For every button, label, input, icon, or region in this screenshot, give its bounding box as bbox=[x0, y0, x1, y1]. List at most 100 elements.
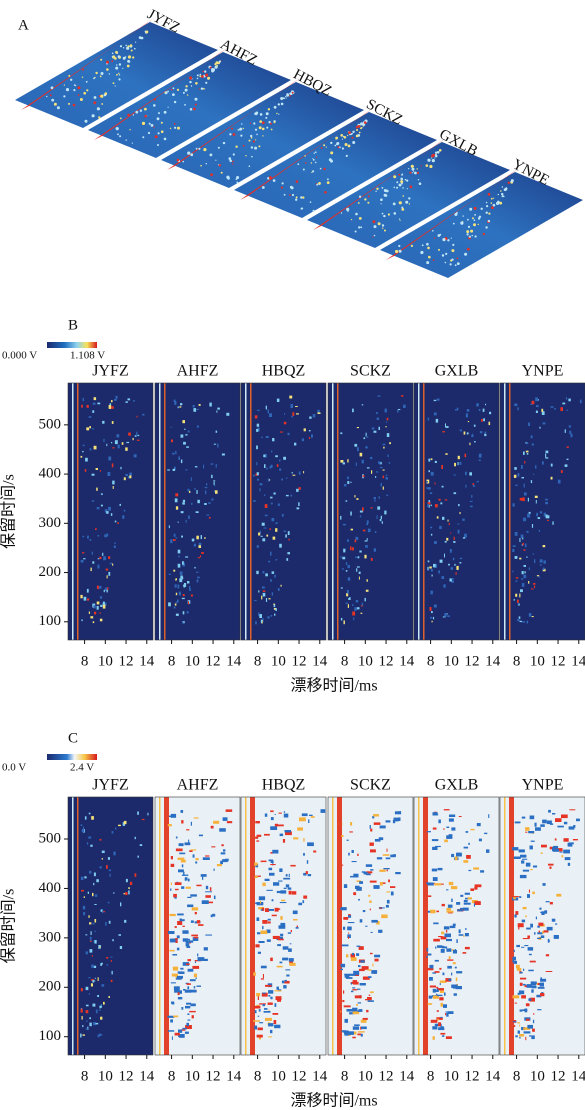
signal-spot bbox=[380, 203, 382, 205]
signal-spot bbox=[231, 127, 234, 130]
signal-spot bbox=[341, 1030, 347, 1032]
signal-spot bbox=[266, 126, 269, 129]
signal-spot bbox=[134, 873, 137, 877]
signal-spot bbox=[261, 522, 265, 526]
signal-spot bbox=[392, 819, 396, 824]
signal-spot bbox=[270, 464, 273, 468]
signal-spot bbox=[170, 856, 173, 860]
signal-spot bbox=[348, 915, 352, 918]
signal-spot bbox=[280, 933, 284, 937]
signal-spot bbox=[436, 986, 439, 989]
signal-spot bbox=[265, 116, 268, 119]
signal-spot bbox=[435, 418, 439, 423]
signal-spot bbox=[192, 965, 200, 969]
signal-spot bbox=[50, 86, 54, 90]
signal-spot bbox=[347, 459, 349, 463]
signal-spot bbox=[354, 230, 357, 233]
signal-spot bbox=[447, 239, 450, 242]
signal-spot bbox=[203, 148, 207, 152]
signal-spot bbox=[496, 201, 500, 205]
signal-spot bbox=[466, 409, 470, 412]
signal-spot bbox=[350, 546, 352, 551]
signal-spot bbox=[366, 579, 368, 582]
signal-spot bbox=[490, 202, 493, 204]
signal-spot bbox=[563, 849, 570, 854]
signal-spot bbox=[310, 816, 315, 818]
signal-spot bbox=[264, 514, 268, 517]
signal-spot bbox=[296, 925, 298, 928]
signal-spot bbox=[370, 869, 374, 871]
signal-spot bbox=[464, 252, 468, 256]
signal-spot bbox=[285, 534, 287, 538]
signal-spot bbox=[265, 1017, 272, 1021]
signal-spot bbox=[447, 1011, 454, 1014]
signal-spot bbox=[350, 528, 353, 531]
signal-spot bbox=[352, 408, 354, 413]
signal-spot bbox=[240, 134, 243, 137]
signal-spot bbox=[174, 897, 177, 899]
signal-spot bbox=[110, 406, 114, 409]
signal-spot bbox=[340, 617, 343, 621]
colorbar-max-label: 2.4 V bbox=[70, 762, 94, 774]
signal-spot bbox=[522, 858, 528, 860]
signal-spot bbox=[128, 60, 131, 63]
signal-spot bbox=[115, 66, 119, 70]
rip-line bbox=[250, 797, 255, 1055]
signal-spot bbox=[56, 106, 60, 110]
signal-spot bbox=[186, 1022, 189, 1027]
signal-spot bbox=[177, 549, 181, 554]
signal-spot bbox=[173, 533, 176, 537]
signal-spot bbox=[188, 839, 190, 843]
signal-spot bbox=[443, 828, 445, 830]
signal-spot bbox=[176, 947, 180, 951]
signal-spot bbox=[430, 504, 432, 507]
signal-spot bbox=[402, 195, 405, 197]
signal-spot bbox=[522, 983, 526, 986]
signal-spot bbox=[524, 945, 529, 947]
signal-spot bbox=[100, 1034, 103, 1036]
signal-spot bbox=[279, 961, 283, 964]
signal-spot bbox=[88, 915, 90, 918]
signal-spot bbox=[377, 506, 381, 510]
rip-line bbox=[77, 797, 79, 1055]
signal-spot bbox=[146, 30, 148, 32]
signal-spot bbox=[100, 604, 103, 607]
signal-spot bbox=[168, 573, 171, 575]
signal-spot bbox=[457, 523, 460, 525]
signal-spot bbox=[367, 997, 372, 1000]
signal-spot bbox=[192, 405, 195, 408]
signal-spot bbox=[283, 811, 286, 813]
signal-spot bbox=[525, 831, 528, 833]
signal-spot bbox=[367, 1000, 374, 1002]
signal-spot bbox=[352, 611, 356, 616]
signal-spot bbox=[268, 867, 273, 871]
signal-spot bbox=[185, 943, 190, 947]
signal-spot bbox=[438, 1022, 441, 1027]
signal-spot bbox=[104, 534, 107, 538]
signal-spot bbox=[355, 212, 358, 216]
signal-spot bbox=[262, 592, 266, 597]
signal-spot bbox=[118, 78, 121, 81]
signal-spot bbox=[440, 949, 445, 953]
signal-spot bbox=[555, 923, 558, 925]
signal-spot bbox=[344, 1034, 351, 1036]
signal-spot bbox=[182, 611, 185, 615]
signal-spot bbox=[114, 85, 116, 87]
signal-spot bbox=[197, 576, 200, 579]
signal-spot bbox=[219, 828, 226, 832]
signal-spot bbox=[433, 938, 440, 942]
signal-spot bbox=[430, 1019, 438, 1023]
rip-line bbox=[337, 797, 342, 1055]
signal-spot bbox=[108, 996, 110, 998]
signal-spot bbox=[343, 884, 348, 888]
signal-spot bbox=[521, 995, 526, 999]
signal-spot bbox=[513, 856, 521, 859]
signal-spot bbox=[280, 431, 283, 433]
signal-spot bbox=[106, 575, 108, 579]
signal-spot bbox=[542, 883, 546, 886]
signal-spot bbox=[175, 450, 177, 455]
signal-spot bbox=[289, 962, 296, 966]
signal-spot bbox=[169, 913, 176, 917]
signal-spot bbox=[530, 435, 533, 439]
signal-spot bbox=[171, 1036, 173, 1040]
